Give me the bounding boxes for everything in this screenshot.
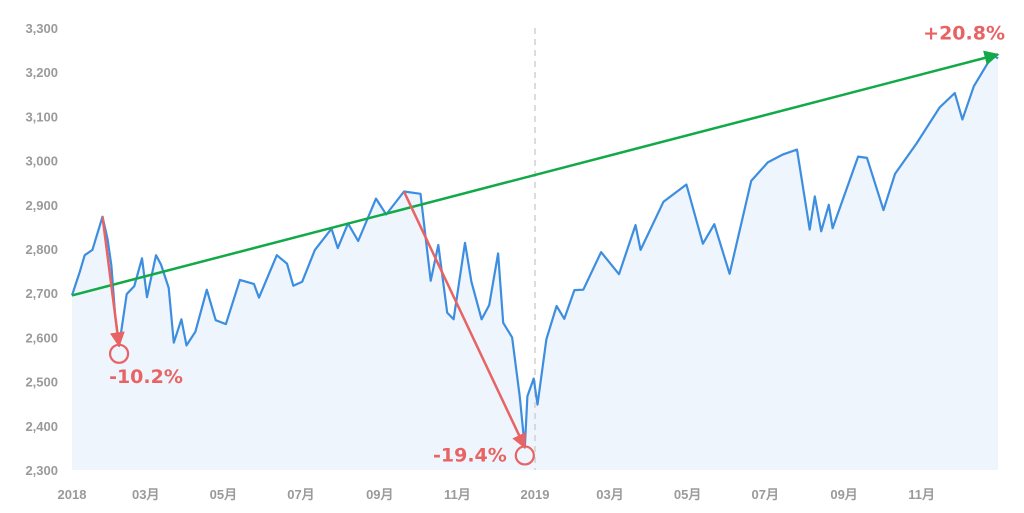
y-tick-label: 2,400 bbox=[25, 419, 58, 434]
series-area-fill bbox=[72, 54, 998, 470]
series-line bbox=[70, 53, 999, 449]
x-tick-label: 03月 bbox=[596, 487, 623, 502]
y-tick-label: 2,800 bbox=[25, 242, 58, 257]
y-tick-label: 3,200 bbox=[25, 65, 58, 80]
drawdown-arrow bbox=[402, 191, 526, 449]
x-tick-label: 03月 bbox=[132, 487, 159, 502]
x-tick-label: 09月 bbox=[366, 487, 393, 502]
drawdown-percent-label: -19.4% bbox=[433, 444, 507, 466]
annotations: +20.8% -10.2% -19.4% bbox=[71, 23, 1005, 466]
x-tick-label: 05月 bbox=[674, 487, 701, 502]
y-tick-label: 2,600 bbox=[25, 330, 58, 345]
x-tick-label: 05月 bbox=[210, 487, 237, 502]
y-tick-label: 2,500 bbox=[25, 375, 58, 390]
drawdown-low-circle bbox=[108, 343, 130, 364]
x-tick-label: 09月 bbox=[830, 487, 857, 502]
y-tick-label: 3,000 bbox=[25, 154, 58, 169]
x-tick-label: 07月 bbox=[751, 487, 778, 502]
drawdown-percent-label: -10.2% bbox=[109, 366, 183, 388]
y-axis: 2,300 2,400 2,500 2,600 2,700 2,800 2,900 3,000… bbox=[25, 21, 58, 478]
drawdown-arrow bbox=[101, 216, 125, 348]
x-tick-label: 2018 bbox=[58, 487, 87, 502]
drawdown-low-circle bbox=[514, 445, 535, 466]
y-tick-label: 3,100 bbox=[25, 109, 58, 124]
trend-arrow bbox=[71, 50, 1000, 297]
y-tick-label: 2,700 bbox=[25, 286, 58, 301]
x-tick-label: 11月 bbox=[908, 487, 935, 502]
trend-percent-label: +20.8% bbox=[923, 23, 1005, 45]
x-tick-label: 2019 bbox=[521, 487, 550, 502]
y-tick-label: 3,300 bbox=[25, 21, 58, 36]
x-axis: 2018 03月 05月 07月 09月 11月 2019 03月 05月 07月 09月 11月 bbox=[58, 487, 936, 502]
x-tick-label: 07月 bbox=[287, 487, 314, 502]
x-tick-label: 11月 bbox=[444, 487, 471, 502]
y-tick-label: 2,300 bbox=[25, 463, 58, 478]
y-tick-label: 2,900 bbox=[25, 198, 58, 213]
